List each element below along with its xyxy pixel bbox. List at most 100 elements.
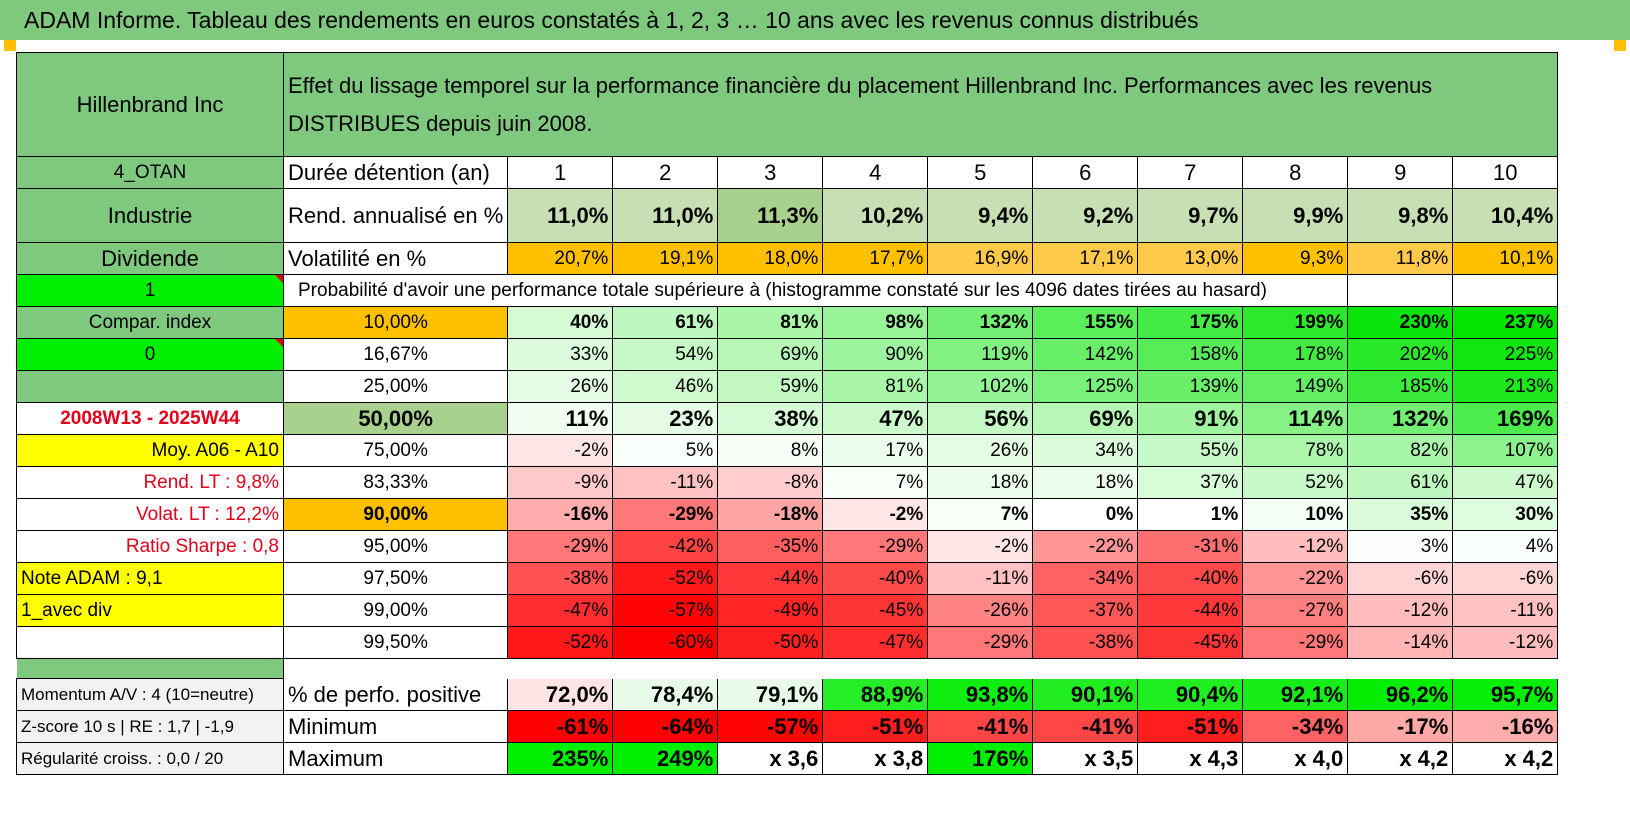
probability-threshold: 99,50% — [282, 626, 509, 659]
rend-value: 10,4% — [1452, 188, 1559, 243]
probability-value: 213% — [1452, 370, 1559, 403]
year-header: 1 — [507, 156, 614, 189]
probability-value: -49% — [717, 594, 824, 627]
compar-index-label: Compar. index — [16, 306, 284, 339]
probability-value: 202% — [1347, 338, 1454, 371]
performance-table: Hillenbrand Inc Effet du lissage tempore… — [16, 52, 1559, 775]
probability-value: 175% — [1137, 306, 1244, 339]
probability-value: 178% — [1242, 338, 1349, 371]
maximum-value: x 4,3 — [1137, 742, 1244, 775]
year-header: 8 — [1242, 156, 1349, 189]
probability-threshold: 10,00% — [282, 306, 509, 339]
probability-threshold: 75,00% — [282, 434, 509, 467]
probability-value: 56% — [927, 402, 1034, 435]
year-header: 4 — [822, 156, 929, 189]
probability-value: -12% — [1452, 626, 1559, 659]
flag-one[interactable]: 1 — [16, 274, 284, 307]
rend-value: 9,2% — [1032, 188, 1139, 243]
probability-value: 237% — [1452, 306, 1559, 339]
year-header: 3 — [717, 156, 824, 189]
probability-value: 132% — [927, 306, 1034, 339]
probability-value: 33% — [507, 338, 614, 371]
maximum-value: 176% — [927, 742, 1034, 775]
maximum-value: x 4,2 — [1452, 742, 1559, 775]
probability-value: 55% — [1137, 434, 1244, 467]
probability-value: -2% — [507, 434, 614, 467]
year-header: 2 — [612, 156, 719, 189]
volatility-value: 17,1% — [1032, 242, 1139, 275]
rend-value: 11,0% — [612, 188, 719, 243]
probability-value: 61% — [612, 306, 719, 339]
rend-value: 9,4% — [927, 188, 1034, 243]
probability-value: 81% — [822, 370, 929, 403]
probability-value: -52% — [612, 562, 719, 595]
probability-value: -16% — [507, 498, 614, 531]
probability-value: 132% — [1347, 402, 1454, 435]
volatility-value: 18,0% — [717, 242, 824, 275]
positive-value: 92,1% — [1242, 678, 1349, 711]
volatility-value: 13,0% — [1137, 242, 1244, 275]
probability-value: 8% — [717, 434, 824, 467]
probability-value: -44% — [1137, 594, 1244, 627]
probability-value: 18% — [927, 466, 1034, 499]
probability-value: -29% — [1242, 626, 1349, 659]
probability-value: -47% — [822, 626, 929, 659]
positive-value: 95,7% — [1452, 678, 1559, 711]
maximum-value: 249% — [612, 742, 719, 775]
flag-zero[interactable]: 0 — [16, 338, 284, 371]
probability-value: 5% — [612, 434, 719, 467]
sector-label: Industrie — [16, 188, 284, 243]
probability-header: Probabilité d'avoir une performance tota… — [282, 274, 1349, 307]
div-mode-label: 1_avec div — [16, 594, 284, 627]
minimum-value: -51% — [822, 710, 929, 743]
probability-value: 17% — [822, 434, 929, 467]
max-label: Maximum — [282, 742, 509, 775]
maximum-value: x 3,8 — [822, 742, 929, 775]
probability-value: -8% — [717, 466, 824, 499]
minimum-value: -64% — [612, 710, 719, 743]
probability-value: 26% — [507, 370, 614, 403]
probability-value: 102% — [927, 370, 1034, 403]
probability-value: -22% — [1242, 562, 1349, 595]
probability-value: 91% — [1137, 402, 1244, 435]
min-label: Minimum — [282, 710, 509, 743]
probability-value: 34% — [1032, 434, 1139, 467]
probability-value: 40% — [507, 306, 614, 339]
probability-value: 11% — [507, 402, 614, 435]
probability-value: -18% — [717, 498, 824, 531]
probability-value: 82% — [1347, 434, 1454, 467]
probability-value: -29% — [822, 530, 929, 563]
probability-value: -26% — [927, 594, 1034, 627]
probability-value: 155% — [1032, 306, 1139, 339]
vol-label: Volatilité en % — [282, 242, 509, 275]
probability-value: 26% — [927, 434, 1034, 467]
probability-threshold: 16,67% — [282, 338, 509, 371]
positive-value: 96,2% — [1347, 678, 1454, 711]
rend-value: 9,8% — [1347, 188, 1454, 243]
moy-label: Moy. A06 - A10 — [16, 434, 284, 467]
probability-value: -31% — [1137, 530, 1244, 563]
probability-value: -57% — [612, 594, 719, 627]
minimum-value: -61% — [507, 710, 614, 743]
minimum-value: -51% — [1137, 710, 1244, 743]
probability-value: 47% — [822, 402, 929, 435]
probability-value: 37% — [1137, 466, 1244, 499]
probability-value: 114% — [1242, 402, 1349, 435]
probability-value: -2% — [927, 530, 1034, 563]
maximum-value: x 3,6 — [717, 742, 824, 775]
probability-value: 7% — [927, 498, 1034, 531]
probability-value: -44% — [717, 562, 824, 595]
probability-value: 199% — [1242, 306, 1349, 339]
probability-value: 35% — [1347, 498, 1454, 531]
minimum-value: -57% — [717, 710, 824, 743]
probability-value: -6% — [1347, 562, 1454, 595]
probability-value: -11% — [1452, 594, 1559, 627]
probability-value: 139% — [1137, 370, 1244, 403]
year-header: 5 — [927, 156, 1034, 189]
probability-value: 69% — [717, 338, 824, 371]
report-title: ADAM Informe. Tableau des rendements en … — [0, 0, 1630, 40]
probability-value: -38% — [507, 562, 614, 595]
probability-value: 1% — [1137, 498, 1244, 531]
probability-value: 125% — [1032, 370, 1139, 403]
minimum-value: -41% — [1032, 710, 1139, 743]
